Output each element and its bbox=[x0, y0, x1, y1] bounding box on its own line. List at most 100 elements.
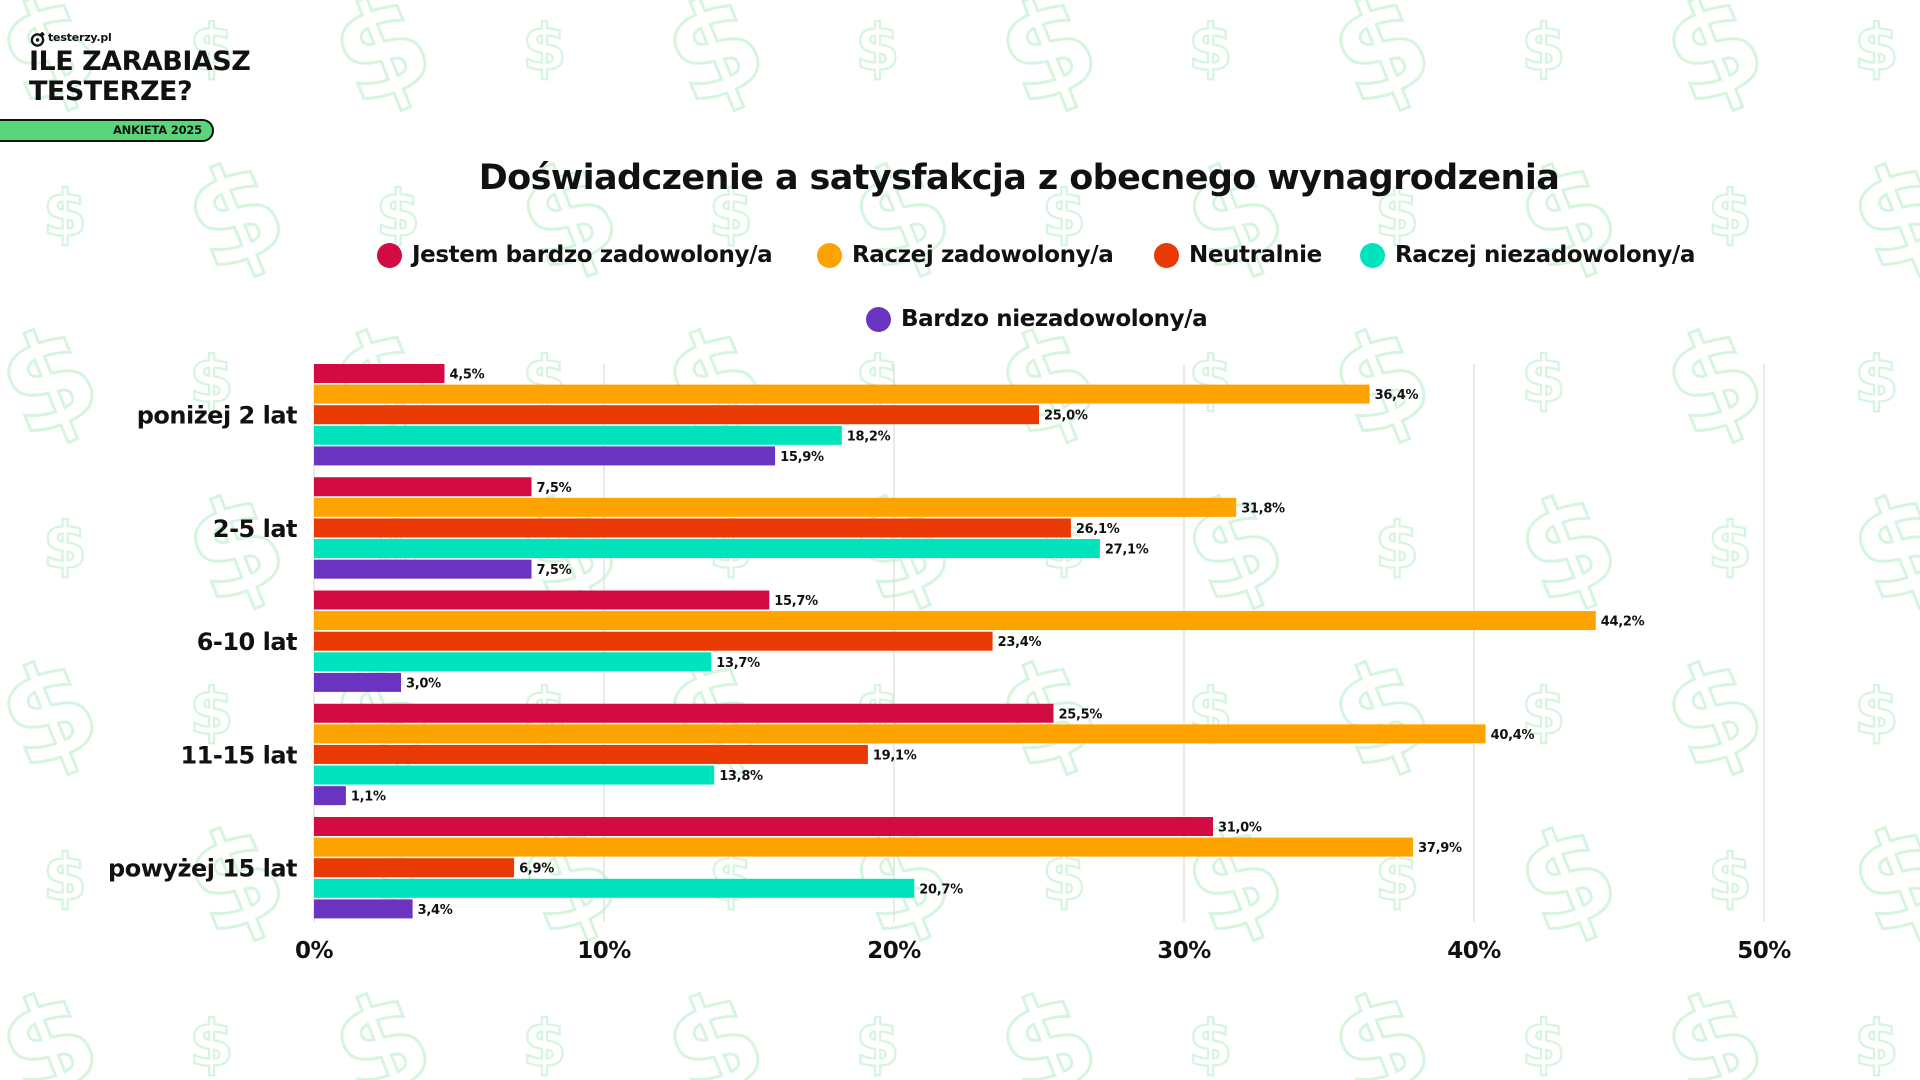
x-tick-label: 0% bbox=[295, 938, 334, 964]
bar bbox=[314, 497, 1237, 517]
legend-label: Jestem bardzo zadowolony/a bbox=[412, 242, 773, 268]
value-label: 36,4% bbox=[1375, 388, 1419, 403]
bar bbox=[314, 590, 770, 610]
legend-swatch bbox=[377, 242, 402, 268]
dollar-sign-icon: $ bbox=[1188, 1008, 1233, 1080]
bar bbox=[314, 817, 1213, 836]
survey-badge-label: ANKIETA 2025 bbox=[112, 123, 202, 137]
dollar-sign-icon: $ bbox=[1854, 344, 1899, 418]
dollar-sign-icon: $ bbox=[709, 178, 754, 252]
dollar-sign-icon: $ bbox=[1854, 12, 1899, 86]
dollar-sign-icon: $ bbox=[1854, 676, 1899, 750]
value-label: 31,8% bbox=[1241, 501, 1285, 516]
value-label: 4,5% bbox=[450, 368, 485, 383]
dollar-sign-icon: $ bbox=[1521, 676, 1566, 750]
dollar-sign-icon: $ bbox=[1375, 178, 1420, 252]
value-label: 18,2% bbox=[847, 429, 891, 444]
category-label: 2-5 lat bbox=[213, 515, 297, 543]
legend-label: Raczej zadowolony/a bbox=[852, 242, 1114, 268]
brand-block: testerzy.pl ILE ZARABIASZ TESTERZE? ANKI… bbox=[0, 0, 260, 150]
legend-label: Bardzo niezadowolony/a bbox=[901, 306, 1208, 332]
bar bbox=[314, 405, 1039, 425]
logo-text: testerzy.pl bbox=[48, 31, 112, 44]
value-label: 7,5% bbox=[537, 481, 572, 496]
x-tick-label: 20% bbox=[867, 938, 921, 964]
value-label: 40,4% bbox=[1491, 728, 1535, 743]
legend-item-rather-satisfied[interactable]: Raczej zadowolony/a bbox=[817, 240, 1114, 270]
legend-label: Neutralnie bbox=[1189, 242, 1322, 268]
bar bbox=[314, 878, 915, 898]
bar bbox=[314, 652, 712, 672]
bar bbox=[314, 518, 1071, 538]
bar bbox=[314, 786, 346, 806]
value-label: 13,7% bbox=[716, 656, 760, 671]
headline-line-1: ILE ZARABIASZ bbox=[29, 46, 251, 77]
bar bbox=[314, 899, 413, 919]
value-label: 7,5% bbox=[537, 563, 572, 578]
dollar-sign-icon: $ bbox=[376, 178, 421, 252]
x-tick-label: 10% bbox=[577, 938, 631, 964]
bar bbox=[314, 384, 1370, 404]
dollar-sign-icon: $ bbox=[189, 344, 234, 418]
bar bbox=[314, 858, 515, 878]
chart-title: Doświadczenie a satysfakcja z obecnego w… bbox=[478, 158, 1560, 198]
headline: ILE ZARABIASZ TESTERZE? bbox=[29, 46, 251, 107]
legend-swatch bbox=[866, 306, 891, 332]
legend-label: Raczej niezadowolony/a bbox=[1395, 242, 1695, 268]
legend-swatch bbox=[817, 242, 842, 268]
value-label: 19,1% bbox=[873, 748, 917, 763]
bar bbox=[314, 724, 1486, 744]
bar bbox=[314, 837, 1414, 857]
survey-badge: ANKIETA 2025 bbox=[0, 119, 214, 142]
value-label: 3,4% bbox=[418, 903, 453, 918]
bar bbox=[314, 744, 868, 764]
dollar-sign-icon: $ bbox=[1708, 178, 1753, 252]
dollar-sign-icon: $ bbox=[1375, 510, 1420, 584]
dollar-sign-icon: $ bbox=[43, 842, 88, 916]
dollar-sign-icon: $ bbox=[855, 12, 900, 86]
dollar-sign-icon: $ bbox=[1042, 178, 1087, 252]
dollar-sign-icon: $ bbox=[1188, 344, 1233, 418]
value-label: 25,5% bbox=[1059, 707, 1103, 722]
value-label: 26,1% bbox=[1076, 522, 1120, 537]
testerzy-logo-icon bbox=[30, 32, 45, 47]
legend-item-very-satisfied[interactable]: Jestem bardzo zadowolony/a bbox=[377, 240, 773, 270]
value-label: 15,9% bbox=[780, 450, 824, 465]
category-label: 11-15 lat bbox=[180, 741, 297, 769]
bar bbox=[314, 672, 401, 692]
bar bbox=[314, 425, 842, 445]
value-label: 20,7% bbox=[919, 882, 963, 897]
legend-swatch bbox=[1154, 242, 1179, 268]
bar bbox=[314, 364, 445, 383]
x-tick-label: 40% bbox=[1447, 938, 1501, 964]
dollar-sign-icon: $ bbox=[1854, 1008, 1899, 1080]
bar bbox=[314, 631, 993, 651]
value-label: 13,8% bbox=[719, 769, 763, 784]
bar bbox=[314, 703, 1054, 723]
dollar-sign-icon: $ bbox=[1188, 12, 1233, 86]
dollar-sign-icon: $ bbox=[855, 1008, 900, 1080]
category-label: 6-10 lat bbox=[197, 628, 297, 656]
value-label: 25,0% bbox=[1044, 409, 1088, 424]
dollar-sign-icon: $ bbox=[1521, 12, 1566, 86]
value-label: 31,0% bbox=[1218, 821, 1262, 836]
x-tick-label: 30% bbox=[1157, 938, 1211, 964]
dollar-sign-icon: $ bbox=[43, 178, 88, 252]
value-label: 6,9% bbox=[519, 862, 554, 877]
dollar-sign-icon: $ bbox=[43, 510, 88, 584]
legend-item-very-dissatisfied[interactable]: Bardzo niezadowolony/a bbox=[866, 304, 1208, 334]
value-label: 27,1% bbox=[1105, 543, 1149, 558]
value-label: 15,7% bbox=[774, 594, 818, 609]
chart-legend: Jestem bardzo zadowolony/a Raczej zadowo… bbox=[0, 0, 1920, 340]
dollar-sign-icon: $ bbox=[189, 676, 234, 750]
bar bbox=[314, 611, 1596, 631]
dollar-sign-icon: $ bbox=[1521, 344, 1566, 418]
legend-item-rather-dissatisfied[interactable]: Raczej niezadowolony/a bbox=[1360, 240, 1695, 270]
dollar-sign-icon: $ bbox=[189, 1008, 234, 1080]
legend-item-neutral[interactable]: Neutralnie bbox=[1154, 240, 1322, 270]
value-label: 1,1% bbox=[351, 790, 386, 805]
value-label: 23,4% bbox=[998, 635, 1042, 650]
dollar-sign-icon: $ bbox=[522, 1008, 567, 1080]
bar bbox=[314, 539, 1100, 559]
